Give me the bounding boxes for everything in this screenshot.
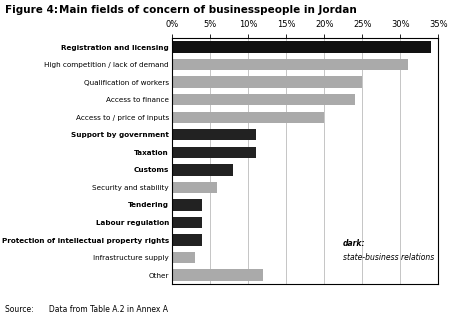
Text: Source:  Data from Table A.2 in Annex A: Source: Data from Table A.2 in Annex A (5, 305, 167, 314)
Text: dark:: dark: (342, 239, 365, 248)
Bar (171, 217, 202, 228)
Bar (171, 129, 255, 140)
Bar (171, 182, 217, 193)
Text: Figure 4:: Figure 4: (5, 5, 57, 15)
Bar (171, 112, 323, 123)
Bar (171, 77, 361, 88)
Bar (171, 41, 430, 53)
Bar (171, 164, 232, 175)
Text: state-business relations: state-business relations (342, 253, 433, 262)
Bar (171, 234, 202, 246)
Bar (171, 199, 202, 211)
Bar (171, 94, 354, 105)
Bar (171, 252, 194, 263)
Bar (171, 270, 262, 281)
Text: Main fields of concern of businesspeople in Jordan: Main fields of concern of businesspeople… (59, 5, 356, 15)
Bar (171, 59, 407, 70)
Bar (171, 147, 255, 158)
